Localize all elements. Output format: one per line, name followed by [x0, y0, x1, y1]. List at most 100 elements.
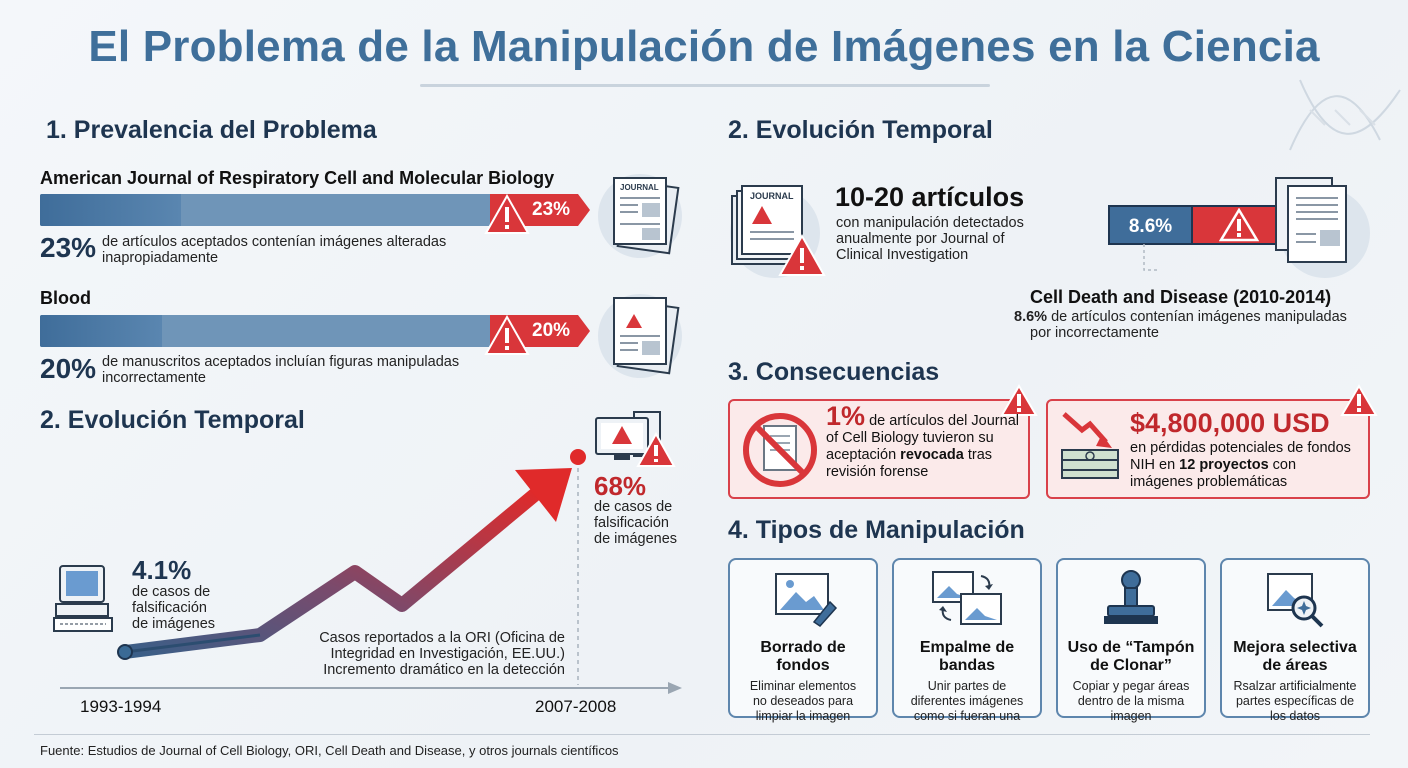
funding-amount: $4,800,000 USD: [1130, 408, 1330, 438]
end-desc: de casos de falsificación de imágenes: [594, 499, 677, 547]
evolution-caption: Casos reportados a la ORI (Oficina de In…: [300, 630, 565, 678]
warning-icon: [1000, 384, 1038, 416]
desc-line: dentro de la misma: [1077, 694, 1185, 708]
cdd-paper-icon: [1275, 177, 1347, 263]
desc-line: diferentes imágenes: [910, 694, 1024, 708]
desc-line: falsificación: [132, 600, 207, 616]
connector-line: [1143, 244, 1160, 271]
money-loss-icon: [1061, 412, 1119, 479]
type-desc: Copiar y pegar áreas dentro de la misma im…: [1058, 679, 1204, 724]
image-splice-icon: [932, 571, 1002, 625]
revoked-desc: 1% de artículos del Journal of Cell Biol…: [826, 403, 1019, 481]
cdd-title: Cell Death and Disease (2010-2014): [1030, 287, 1332, 307]
evolution-left-heading: 2. Evolución Temporal: [40, 406, 305, 434]
desc-line: de artículos contenían imágenes manipula…: [1051, 309, 1347, 325]
title-divider: [420, 84, 990, 87]
consequences-heading: 3. Consecuencias: [728, 358, 940, 386]
revoked-pct: 1%: [826, 401, 866, 431]
warning-icon: [484, 315, 530, 355]
type-title: Mejora selectiva de áreas: [1222, 639, 1368, 675]
desc-line: por incorrectamente: [1030, 325, 1159, 341]
desc-line: inapropiadamente: [102, 250, 219, 266]
end-pct: 68%: [594, 471, 647, 501]
alert-monitor-icon: [595, 411, 676, 467]
title-line: Borrado de: [760, 639, 846, 656]
image-magnify-icon: [1267, 573, 1324, 628]
jci-journal-icon: JOURNAL: [731, 185, 826, 276]
warning-icon: [484, 194, 530, 234]
start-desc: de casos de falsificación de imágenes: [132, 584, 215, 632]
journal-label: JOURNAL: [620, 183, 659, 192]
desc-line: of Cell Biology tuvieron su: [826, 430, 994, 446]
desc-line: Clinical Investigation: [836, 247, 969, 263]
manuscript-document-icon: [613, 297, 680, 375]
revoked-emphasis: revocada: [900, 447, 964, 463]
type-card-clone-stamp: Uso de “Tampón de Clonar” Copiar y pegar …: [1056, 558, 1206, 723]
clone-stamp-icon: [1104, 570, 1158, 624]
dna-decoration-icon: [1289, 79, 1401, 151]
caption-line: Integridad en Investigación, EE.UU.): [330, 646, 565, 662]
trend-start-segment: [124, 633, 261, 654]
title-line: fondos: [776, 657, 830, 674]
prevalence-pct-blood: 20%: [40, 353, 97, 384]
prevalence-desc-blood: de manuscritos aceptados incluían figura…: [102, 354, 459, 386]
type-title: Borrado de fondos: [730, 639, 876, 675]
desc-line: de artículos aceptados contenían imágene…: [102, 234, 447, 250]
type-title: Uso de “Tampón de Clonar”: [1058, 639, 1204, 675]
desc-line: no deseados para: [752, 694, 854, 708]
title-line: Uso de “Tampón: [1067, 639, 1195, 656]
desc-line: de casos de: [594, 499, 673, 515]
types-heading: 4. Tipos de Manipulación: [728, 516, 1025, 544]
desc-line: Eliminar elementos: [749, 679, 857, 693]
start-pct: 4.1%: [132, 555, 192, 585]
type-card-background-erase: Borrado de fondos Eliminar elementos no de…: [728, 558, 878, 723]
journal-label: JOURNAL: [750, 191, 794, 201]
jci-count: 10-20 artículos: [835, 182, 1025, 212]
prevalence-pct-ajrcmb: 23%: [40, 232, 97, 263]
type-title: Empalme de bandas: [894, 639, 1040, 675]
caption-line: Casos reportados a la ORI (Oficina de: [319, 630, 565, 646]
old-computer-icon: [53, 565, 113, 632]
title-line: de áreas: [1262, 657, 1328, 674]
desc-line: con manipulación detectados: [836, 215, 1024, 231]
revoked-document-icon: [743, 413, 817, 487]
warning-icon: [1340, 384, 1378, 416]
desc-line: de imágenes: [132, 616, 216, 632]
cdd-desc: 8.6% de artículos contenían imágenes man…: [1014, 309, 1347, 341]
caption-line: Incremento dramático en la detección: [323, 662, 565, 678]
start-year-label: 1993-1994: [80, 697, 162, 716]
prevalence-bar-blood: [40, 315, 510, 347]
trend-arrowhead: [515, 468, 572, 522]
footer-divider: [34, 734, 1370, 735]
evolution-right-heading: 2. Evolución Temporal: [728, 116, 993, 144]
title-line: de Clonar”: [1090, 657, 1172, 674]
desc-line: imagen: [1110, 709, 1152, 723]
prevalence-bar-ajrcmb: [40, 194, 510, 226]
end-year-label: 2007-2008: [535, 697, 617, 716]
title-line: Empalme de: [919, 639, 1015, 656]
journal-name-ajrcmb: American Journal of Respiratory Cell and…: [40, 168, 555, 188]
desc-line: falsificación: [594, 515, 669, 531]
type-desc: Eliminar elementos no deseados para limpia…: [730, 679, 876, 724]
source-footer: Fuente: Estudios de Journal of Cell Biol…: [40, 743, 619, 758]
desc-line: incorrectamente: [102, 370, 206, 386]
type-desc: Rsalzar artificialmente partes específica…: [1222, 679, 1368, 724]
axis-arrowhead: [668, 682, 682, 694]
desc-line: de imágenes: [594, 531, 678, 547]
desc-line: de manuscritos aceptados incluían figura…: [102, 354, 460, 370]
end-point: [570, 449, 586, 465]
prevalence-bar-fill-ajrcmb: [40, 194, 181, 226]
type-card-band-splicing: Empalme de bandas Unir partes de diferente…: [892, 558, 1042, 723]
type-desc: Unir partes de diferentes imágenes como si…: [894, 679, 1040, 724]
desc-line: revisión forense: [826, 464, 929, 480]
desc-line: de artículos del Journal: [869, 413, 1019, 429]
type-card-selective-enhancement: Mejora selectiva de áreas Rsalzar artific…: [1220, 558, 1370, 723]
evolution-trend-chart: [60, 449, 682, 694]
prevalence-desc-ajrcmb: de artículos aceptados contenían imágene…: [102, 234, 446, 266]
desc-line: como si fueran una: [913, 709, 1021, 723]
desc-line: aceptación: [826, 447, 901, 463]
title-line: Mejora selectiva: [1233, 639, 1357, 656]
prevalence-bar-fill-blood: [40, 315, 163, 347]
start-point: [117, 644, 133, 660]
desc-line: Unir partes de: [927, 679, 1007, 693]
